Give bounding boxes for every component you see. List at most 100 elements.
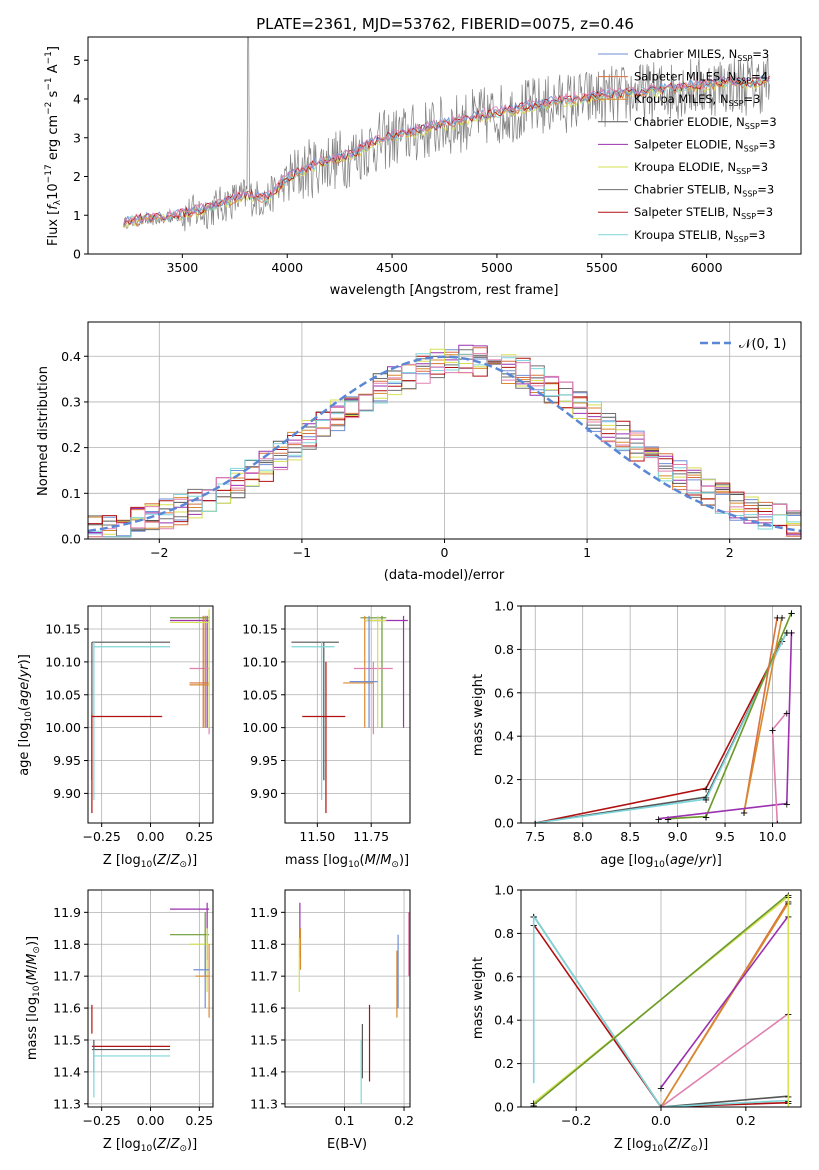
mass-ebv-y-tick-label: 11.4 [250,1064,278,1079]
weight-z-marker: + [657,1103,665,1114]
spectrum-x-label: wavelength [Angstrom, rest frame] [330,283,559,298]
weight-age-marker: + [787,609,795,620]
weight-age-marker: + [787,628,795,639]
weight-age-marker: + [654,815,662,826]
age-mass-x-tick-label: 11.50 [299,829,335,844]
weight-z-series [533,915,789,1107]
legend-entry: Chabrier STELIB, NSSP=3 [634,183,774,199]
weight-age-marker: + [740,808,748,819]
weight-z-marker: + [657,1103,665,1114]
weight-age-series [658,631,793,820]
spectrum-y-tick-label: 0 [73,247,81,262]
mass-ebv-y-tick-label: 11.9 [250,905,278,920]
weight-z-x-tick-label: 0.2 [736,1113,756,1128]
mass-ebv-y-tick-label: 11.3 [250,1096,278,1111]
gauss-legend: 𝒩(0, 1) [700,337,786,352]
age-mass-y-tick-label: 10.00 [242,720,278,735]
spectrum-x-tick-label: 4000 [271,260,303,275]
figure-title: PLATE=2361, MJD=53762, FIBERID=0075, z=0… [256,15,634,33]
mass-z-y-tick-label: 11.4 [53,1064,81,1079]
spectrum-lines [123,37,770,232]
mass-z-x-tick-label: −0.25 [83,1113,121,1128]
age-vs-mass-panel: 11.50 11.75 9.90 9.95 10.00 10.05 10.10 10.15 [242,606,410,844]
age-mass-y-tick-label: 10.15 [242,622,278,637]
weight-age-marker: + [740,808,748,819]
legend-entry: Salpeter MILES, NSSP=4 [634,70,768,86]
gaussian-curve [88,355,801,533]
age-z-x-tick-label: 0.25 [185,829,213,844]
mass-ebv-y-tick-label: 11.5 [250,1032,278,1047]
histogram-x-tick-label: 0 [441,545,449,560]
model-spectrum [123,74,770,225]
weight-age-marker: + [783,799,791,810]
weight-age-marker: + [702,784,710,795]
mass-y-label: mass [log10(M/M⊙)] [25,936,42,1060]
age-z-y-tick-label: 10.00 [45,720,81,735]
age-y-label: age [log10(age/yr)] [17,654,34,776]
weight-z-marker: + [657,1083,665,1094]
spectrum-y-tick-label: 4 [73,92,81,107]
age-mass-y-tick-label: 9.90 [250,786,278,801]
residual-histogram-panel: −2 −1 0 1 2 0.0 0.1 0.2 0.3 0.4 [61,322,801,560]
weight-z-lines: +++++++++++++++++++++ [530,890,792,1114]
histogram-axes-frame [87,321,802,540]
age-z-y-tick-label: 9.95 [53,753,81,768]
weight-age-marker: + [773,613,781,624]
weight-z-x-tick-label: −0.2 [561,1113,591,1128]
weight-z-y-tick-label: 0.8 [494,926,514,941]
weight-z-x-label: Z [log10(Z/Z⊙)] [614,1137,708,1154]
mass-ebv-axes-frame [284,889,411,1108]
weight-z-marker: + [657,1103,665,1114]
weight-vs-age-panel: 7.5 8.0 8.5 9.0 9.5 10.00.00.20.40.60.81.0+++… [494,599,801,844]
mass-z-y-tick-label: 11.9 [53,905,81,920]
weight-age-y-label: mass weight [471,674,486,756]
weight-z-series [533,893,789,1106]
histogram-y-tick-label: 0.4 [61,349,81,364]
age-mass-markers [291,615,408,814]
spectrum-y-tick-label: 3 [73,130,81,145]
age-z-axes-frame [87,605,214,824]
mass-z-y-tick-label: 11.5 [53,1032,81,1047]
age-z-markers [91,609,210,814]
weight-age-x-label: age [log10(age/yr)] [600,853,722,870]
histogram-y-tick-label: 0.3 [61,394,81,409]
weight-z-y-tick-label: 1.0 [494,883,514,898]
weight-age-y-tick-label: 0.0 [494,816,514,831]
spectrum-x-tick-label: 3500 [166,260,198,275]
weight-z-series [533,924,789,1107]
weight-age-marker: + [768,726,776,737]
weight-age-marker: + [702,812,710,823]
histogram-steps [88,344,801,538]
weight-z-y-tick-label: 0.0 [494,1100,514,1115]
age-mass-axes-frame [284,605,411,824]
histogram-x-tick-label: 1 [583,545,591,560]
weight-age-axes-frame [520,605,802,824]
age-z-x-tick-label: −0.25 [83,829,121,844]
weight-z-marker: + [530,1101,538,1112]
weight-age-marker: + [531,819,539,830]
mass-z-axes-frame [87,889,214,1108]
spectrum-x-tick-label: 5000 [481,260,513,275]
weight-z-series [660,1013,789,1107]
weight-age-y-tick-label: 0.8 [494,642,514,657]
spectrum-y-label: Flux [fλ10−17 erg cm−2 s−1 A−1] [44,46,63,246]
age-mass-y-tick-label: 9.95 [250,753,278,768]
histogram-x-label: (data-model)/error [384,568,505,583]
age-mass-x-tick-label: 11.75 [353,829,389,844]
weight-age-y-tick-label: 0.4 [494,729,514,744]
age-z-x-label: Z [log10(Z/Z⊙)] [103,853,197,870]
histogram-x-tick-label: −1 [293,545,311,560]
weight-z-y-tick-label: 0.4 [494,1013,514,1028]
weight-z-marker: + [657,1103,665,1114]
age-z-y-tick-label: 10.05 [45,687,81,702]
gauss-legend-label: 𝒩(0, 1) [739,337,786,352]
mass-z-y-tick-label: 11.6 [53,1001,81,1016]
weight-z-x-tick-label: 0.0 [651,1113,671,1128]
legend-entry: Kroupa STELIB, NSSP=3 [634,228,765,244]
mass-ebv-y-tick-label: 11.8 [250,937,278,952]
weight-age-series [668,612,793,820]
legend-entry: Chabrier MILES, NSSP=3 [634,47,769,63]
mass-z-y-tick-label: 11.3 [53,1096,81,1111]
histogram-y-tick-label: 0.1 [61,486,81,501]
